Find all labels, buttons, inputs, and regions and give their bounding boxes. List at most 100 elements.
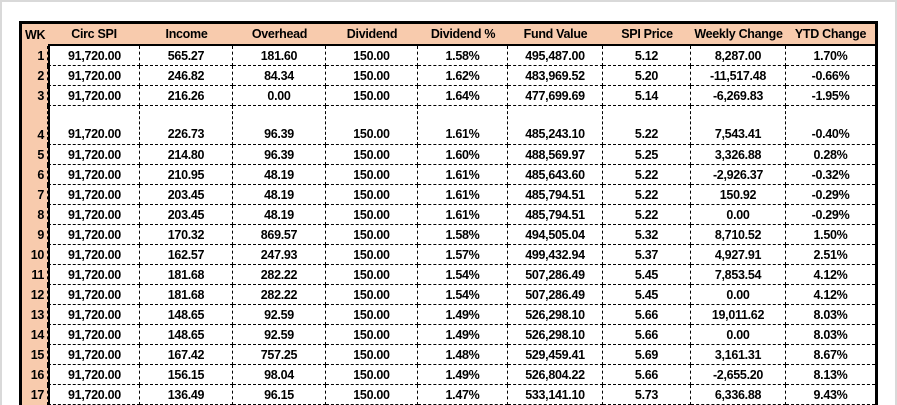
table-cell-income-wk13[interactable]: 148.65 <box>140 305 233 325</box>
table-cell-overhead-wk5[interactable]: 96.39 <box>233 145 326 165</box>
row-header-cell-week-1[interactable]: 1 <box>22 46 48 66</box>
table-cell-ytd-change-wk2[interactable]: -0.66% <box>786 66 875 86</box>
table-cell-dividend-wk6[interactable]: 1.61% <box>418 165 508 185</box>
table-cell-fund-value-wk17[interactable]: 533,141.10 <box>508 385 603 405</box>
table-cell-fund-value-wk5[interactable]: 488,569.97 <box>508 145 603 165</box>
table-cell-circ-spi-wk4[interactable]: 91,720.00 <box>48 106 140 145</box>
table-cell-income-wk6[interactable]: 210.95 <box>140 165 233 185</box>
table-cell-spi-price-wk5[interactable]: 5.25 <box>603 145 691 165</box>
table-cell-ytd-change-wk10[interactable]: 2.51% <box>786 245 875 265</box>
table-cell-dividend-wk14[interactable]: 1.49% <box>418 325 508 345</box>
table-cell-income-wk14[interactable]: 148.65 <box>140 325 233 345</box>
table-cell-ytd-change-wk12[interactable]: 4.12% <box>786 285 875 305</box>
table-cell-dividend-wk4[interactable]: 150.00 <box>326 106 418 145</box>
table-cell-ytd-change-wk7[interactable]: -0.29% <box>786 185 875 205</box>
table-cell-circ-spi-wk9[interactable]: 91,720.00 <box>48 225 140 245</box>
table-cell-spi-price-wk9[interactable]: 5.32 <box>603 225 691 245</box>
table-cell-weekly-change-wk16[interactable]: -2,655.20 <box>691 365 786 385</box>
table-cell-income-wk4[interactable]: 226.73 <box>140 106 233 145</box>
table-cell-ytd-change-wk8[interactable]: -0.29% <box>786 205 875 225</box>
table-cell-dividend-wk8[interactable]: 150.00 <box>326 205 418 225</box>
table-cell-dividend-wk17[interactable]: 1.47% <box>418 385 508 405</box>
row-header-cell-week-5[interactable]: 5 <box>22 145 48 165</box>
table-cell-fund-value-wk1[interactable]: 495,487.00 <box>508 46 603 66</box>
table-cell-weekly-change-wk7[interactable]: 150.92 <box>691 185 786 205</box>
table-cell-fund-value-wk12[interactable]: 507,286.49 <box>508 285 603 305</box>
table-cell-dividend-wk13[interactable]: 1.49% <box>418 305 508 325</box>
row-header-cell-week-7[interactable]: 7 <box>22 185 48 205</box>
table-cell-overhead-wk14[interactable]: 92.59 <box>233 325 326 345</box>
table-cell-fund-value-wk4[interactable]: 485,243.10 <box>508 106 603 145</box>
table-cell-overhead-wk10[interactable]: 247.93 <box>233 245 326 265</box>
table-cell-dividend-wk5[interactable]: 150.00 <box>326 145 418 165</box>
table-cell-circ-spi-wk8[interactable]: 91,720.00 <box>48 205 140 225</box>
table-cell-fund-value-wk15[interactable]: 529,459.41 <box>508 345 603 365</box>
table-cell-weekly-change-wk10[interactable]: 4,927.91 <box>691 245 786 265</box>
table-cell-spi-price-wk17[interactable]: 5.73 <box>603 385 691 405</box>
row-header-cell-week-13[interactable]: 13 <box>22 305 48 325</box>
table-cell-income-wk10[interactable]: 162.57 <box>140 245 233 265</box>
table-cell-dividend-wk17[interactable]: 150.00 <box>326 385 418 405</box>
table-cell-overhead-wk15[interactable]: 757.25 <box>233 345 326 365</box>
table-cell-weekly-change-wk11[interactable]: 7,853.54 <box>691 265 786 285</box>
table-cell-ytd-change-wk6[interactable]: -0.32% <box>786 165 875 185</box>
column-header-spi-price[interactable]: SPI Price <box>603 24 691 46</box>
table-cell-dividend-wk15[interactable]: 1.48% <box>418 345 508 365</box>
table-cell-weekly-change-wk14[interactable]: 0.00 <box>691 325 786 345</box>
table-cell-weekly-change-wk9[interactable]: 8,710.52 <box>691 225 786 245</box>
table-cell-dividend-wk10[interactable]: 150.00 <box>326 245 418 265</box>
table-cell-dividend-wk10[interactable]: 1.57% <box>418 245 508 265</box>
table-cell-dividend-wk6[interactable]: 150.00 <box>326 165 418 185</box>
table-cell-fund-value-wk11[interactable]: 507,286.49 <box>508 265 603 285</box>
table-cell-fund-value-wk6[interactable]: 485,643.60 <box>508 165 603 185</box>
table-cell-circ-spi-wk14[interactable]: 91,720.00 <box>48 325 140 345</box>
table-cell-income-wk1[interactable]: 565.27 <box>140 46 233 66</box>
table-cell-dividend-wk13[interactable]: 150.00 <box>326 305 418 325</box>
table-cell-dividend-wk11[interactable]: 150.00 <box>326 265 418 285</box>
table-cell-overhead-wk11[interactable]: 282.22 <box>233 265 326 285</box>
row-header-cell-week-10[interactable]: 10 <box>22 245 48 265</box>
table-cell-spi-price-wk2[interactable]: 5.20 <box>603 66 691 86</box>
table-cell-weekly-change-wk6[interactable]: -2,926.37 <box>691 165 786 185</box>
table-cell-spi-price-wk10[interactable]: 5.37 <box>603 245 691 265</box>
row-header-cell-week-3[interactable]: 3 <box>22 86 48 106</box>
table-cell-weekly-change-wk3[interactable]: -6,269.83 <box>691 86 786 106</box>
table-cell-fund-value-wk16[interactable]: 526,804.22 <box>508 365 603 385</box>
row-header-cell-week-6[interactable]: 6 <box>22 165 48 185</box>
table-cell-dividend-wk3[interactable]: 150.00 <box>326 86 418 106</box>
table-cell-dividend-wk12[interactable]: 1.54% <box>418 285 508 305</box>
table-cell-ytd-change-wk17[interactable]: 9.43% <box>786 385 875 405</box>
table-cell-ytd-change-wk5[interactable]: 0.28% <box>786 145 875 165</box>
table-cell-circ-spi-wk10[interactable]: 91,720.00 <box>48 245 140 265</box>
table-cell-income-wk2[interactable]: 246.82 <box>140 66 233 86</box>
table-cell-income-wk12[interactable]: 181.68 <box>140 285 233 305</box>
table-cell-dividend-wk4[interactable]: 1.61% <box>418 106 508 145</box>
table-cell-fund-value-wk13[interactable]: 526,298.10 <box>508 305 603 325</box>
table-cell-spi-price-wk3[interactable]: 5.14 <box>603 86 691 106</box>
table-cell-spi-price-wk1[interactable]: 5.12 <box>603 46 691 66</box>
table-cell-dividend-wk15[interactable]: 150.00 <box>326 345 418 365</box>
table-cell-income-wk15[interactable]: 167.42 <box>140 345 233 365</box>
table-cell-ytd-change-wk1[interactable]: 1.70% <box>786 46 875 66</box>
column-header-ytd-change[interactable]: YTD Change <box>786 24 875 46</box>
table-cell-circ-spi-wk16[interactable]: 91,720.00 <box>48 365 140 385</box>
table-cell-circ-spi-wk11[interactable]: 91,720.00 <box>48 265 140 285</box>
table-cell-circ-spi-wk15[interactable]: 91,720.00 <box>48 345 140 365</box>
table-cell-dividend-wk2[interactable]: 150.00 <box>326 66 418 86</box>
row-header-cell-week-4[interactable]: 4 <box>22 106 48 145</box>
column-header-income[interactable]: Income <box>140 24 233 46</box>
table-cell-circ-spi-wk2[interactable]: 91,720.00 <box>48 66 140 86</box>
row-header-cell-week-17[interactable]: 17 <box>22 385 48 405</box>
table-cell-ytd-change-wk4[interactable]: -0.40% <box>786 106 875 145</box>
table-cell-weekly-change-wk1[interactable]: 8,287.00 <box>691 46 786 66</box>
table-cell-overhead-wk2[interactable]: 84.34 <box>233 66 326 86</box>
table-cell-dividend-wk1[interactable]: 1.58% <box>418 46 508 66</box>
table-cell-circ-spi-wk6[interactable]: 91,720.00 <box>48 165 140 185</box>
table-cell-ytd-change-wk11[interactable]: 4.12% <box>786 265 875 285</box>
table-cell-dividend-wk14[interactable]: 150.00 <box>326 325 418 345</box>
table-cell-dividend-wk16[interactable]: 1.49% <box>418 365 508 385</box>
table-cell-spi-price-wk8[interactable]: 5.22 <box>603 205 691 225</box>
table-cell-dividend-wk7[interactable]: 150.00 <box>326 185 418 205</box>
row-header-cell-week-2[interactable]: 2 <box>22 66 48 86</box>
table-cell-spi-price-wk13[interactable]: 5.66 <box>603 305 691 325</box>
